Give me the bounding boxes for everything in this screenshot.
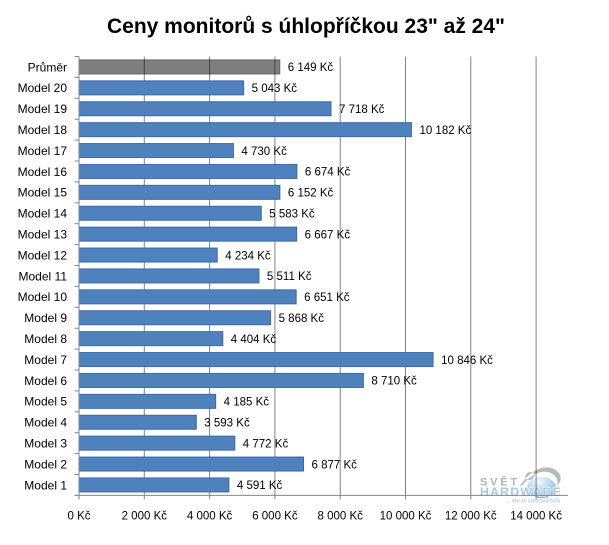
svg-text:Model 4: Model 4 xyxy=(24,416,67,430)
svg-text:Model 1: Model 1 xyxy=(24,478,67,492)
svg-text:... vše ze světa počítačů: ... vše ze světa počítačů xyxy=(506,498,560,505)
svg-text:Průměr: Průměr xyxy=(28,60,67,74)
svg-text:6 152 Kč: 6 152 Kč xyxy=(288,188,334,200)
svg-text:Model 18: Model 18 xyxy=(18,123,68,137)
svg-text:6 674 Kč: 6 674 Kč xyxy=(305,167,351,179)
svg-text:5 868 Kč: 5 868 Kč xyxy=(279,313,325,325)
svg-text:Model 10: Model 10 xyxy=(18,290,68,304)
svg-text:6 877 Kč: 6 877 Kč xyxy=(312,459,358,471)
svg-text:Model 11: Model 11 xyxy=(19,269,68,283)
svg-text:4 185 Kč: 4 185 Kč xyxy=(224,397,270,409)
svg-text:Model 8: Model 8 xyxy=(24,332,67,346)
svg-text:6 149 Kč: 6 149 Kč xyxy=(288,62,334,74)
svg-text:Model 7: Model 7 xyxy=(24,353,67,367)
svg-text:Model 6: Model 6 xyxy=(24,374,67,388)
svg-text:4 000 Kč: 4 000 Kč xyxy=(187,511,233,523)
svg-text:3 593 Kč: 3 593 Kč xyxy=(204,417,250,429)
svg-text:12 000 Kč: 12 000 Kč xyxy=(445,511,497,523)
svg-text:4 730 Kč: 4 730 Kč xyxy=(241,146,287,158)
svg-text:10 000 Kč: 10 000 Kč xyxy=(380,511,432,523)
svg-text:Model 2: Model 2 xyxy=(24,457,67,471)
svg-text:10 182 Kč: 10 182 Kč xyxy=(419,125,471,137)
svg-text:4 772 Kč: 4 772 Kč xyxy=(243,438,289,450)
svg-text:SVĚT: SVĚT xyxy=(480,476,520,489)
svg-text:Model 5: Model 5 xyxy=(24,395,67,409)
svg-text:2 000 Kč: 2 000 Kč xyxy=(122,511,168,523)
svg-text:6 667 Kč: 6 667 Kč xyxy=(305,229,351,241)
svg-text:Model 9: Model 9 xyxy=(24,311,67,325)
svg-text:Model 20: Model 20 xyxy=(18,81,68,95)
svg-text:5 043 Kč: 5 043 Kč xyxy=(252,83,298,95)
svg-text:4 234 Kč: 4 234 Kč xyxy=(225,250,271,262)
svg-text:5 583 Kč: 5 583 Kč xyxy=(269,208,315,220)
svg-text:8 000 Kč: 8 000 Kč xyxy=(317,511,363,523)
svg-text:Model 19: Model 19 xyxy=(18,102,68,116)
svg-text:14 000 Kč: 14 000 Kč xyxy=(510,511,562,523)
svg-text:6 000 Kč: 6 000 Kč xyxy=(252,511,298,523)
svg-text:Model 14: Model 14 xyxy=(18,207,68,221)
svg-text:Model 3: Model 3 xyxy=(24,436,67,450)
svg-text:Model 16: Model 16 xyxy=(18,165,68,179)
svg-text:7 718 Kč: 7 718 Kč xyxy=(339,104,385,116)
svg-text:0 Kč: 0 Kč xyxy=(67,511,90,523)
svg-text:6 651 Kč: 6 651 Kč xyxy=(304,292,350,304)
svg-text:Model 17: Model 17 xyxy=(18,144,68,158)
svg-text:8 710 Kč: 8 710 Kč xyxy=(371,376,417,388)
svg-text:4 404 Kč: 4 404 Kč xyxy=(231,334,277,346)
svg-text:10 846 Kč: 10 846 Kč xyxy=(441,355,493,367)
svg-text:Model 13: Model 13 xyxy=(18,227,68,241)
svg-text:Model 12: Model 12 xyxy=(18,248,68,262)
svg-text:Model 15: Model 15 xyxy=(18,186,68,200)
svg-text:HARDWARE: HARDWARE xyxy=(480,485,562,499)
svg-text:5 511 Kč: 5 511 Kč xyxy=(267,271,312,283)
svg-text:4 591 Kč: 4 591 Kč xyxy=(237,480,283,492)
svg-text:Ceny monitorů s úhlopříčkou 23: Ceny monitorů s úhlopříčkou 23" až 24" xyxy=(107,15,505,38)
